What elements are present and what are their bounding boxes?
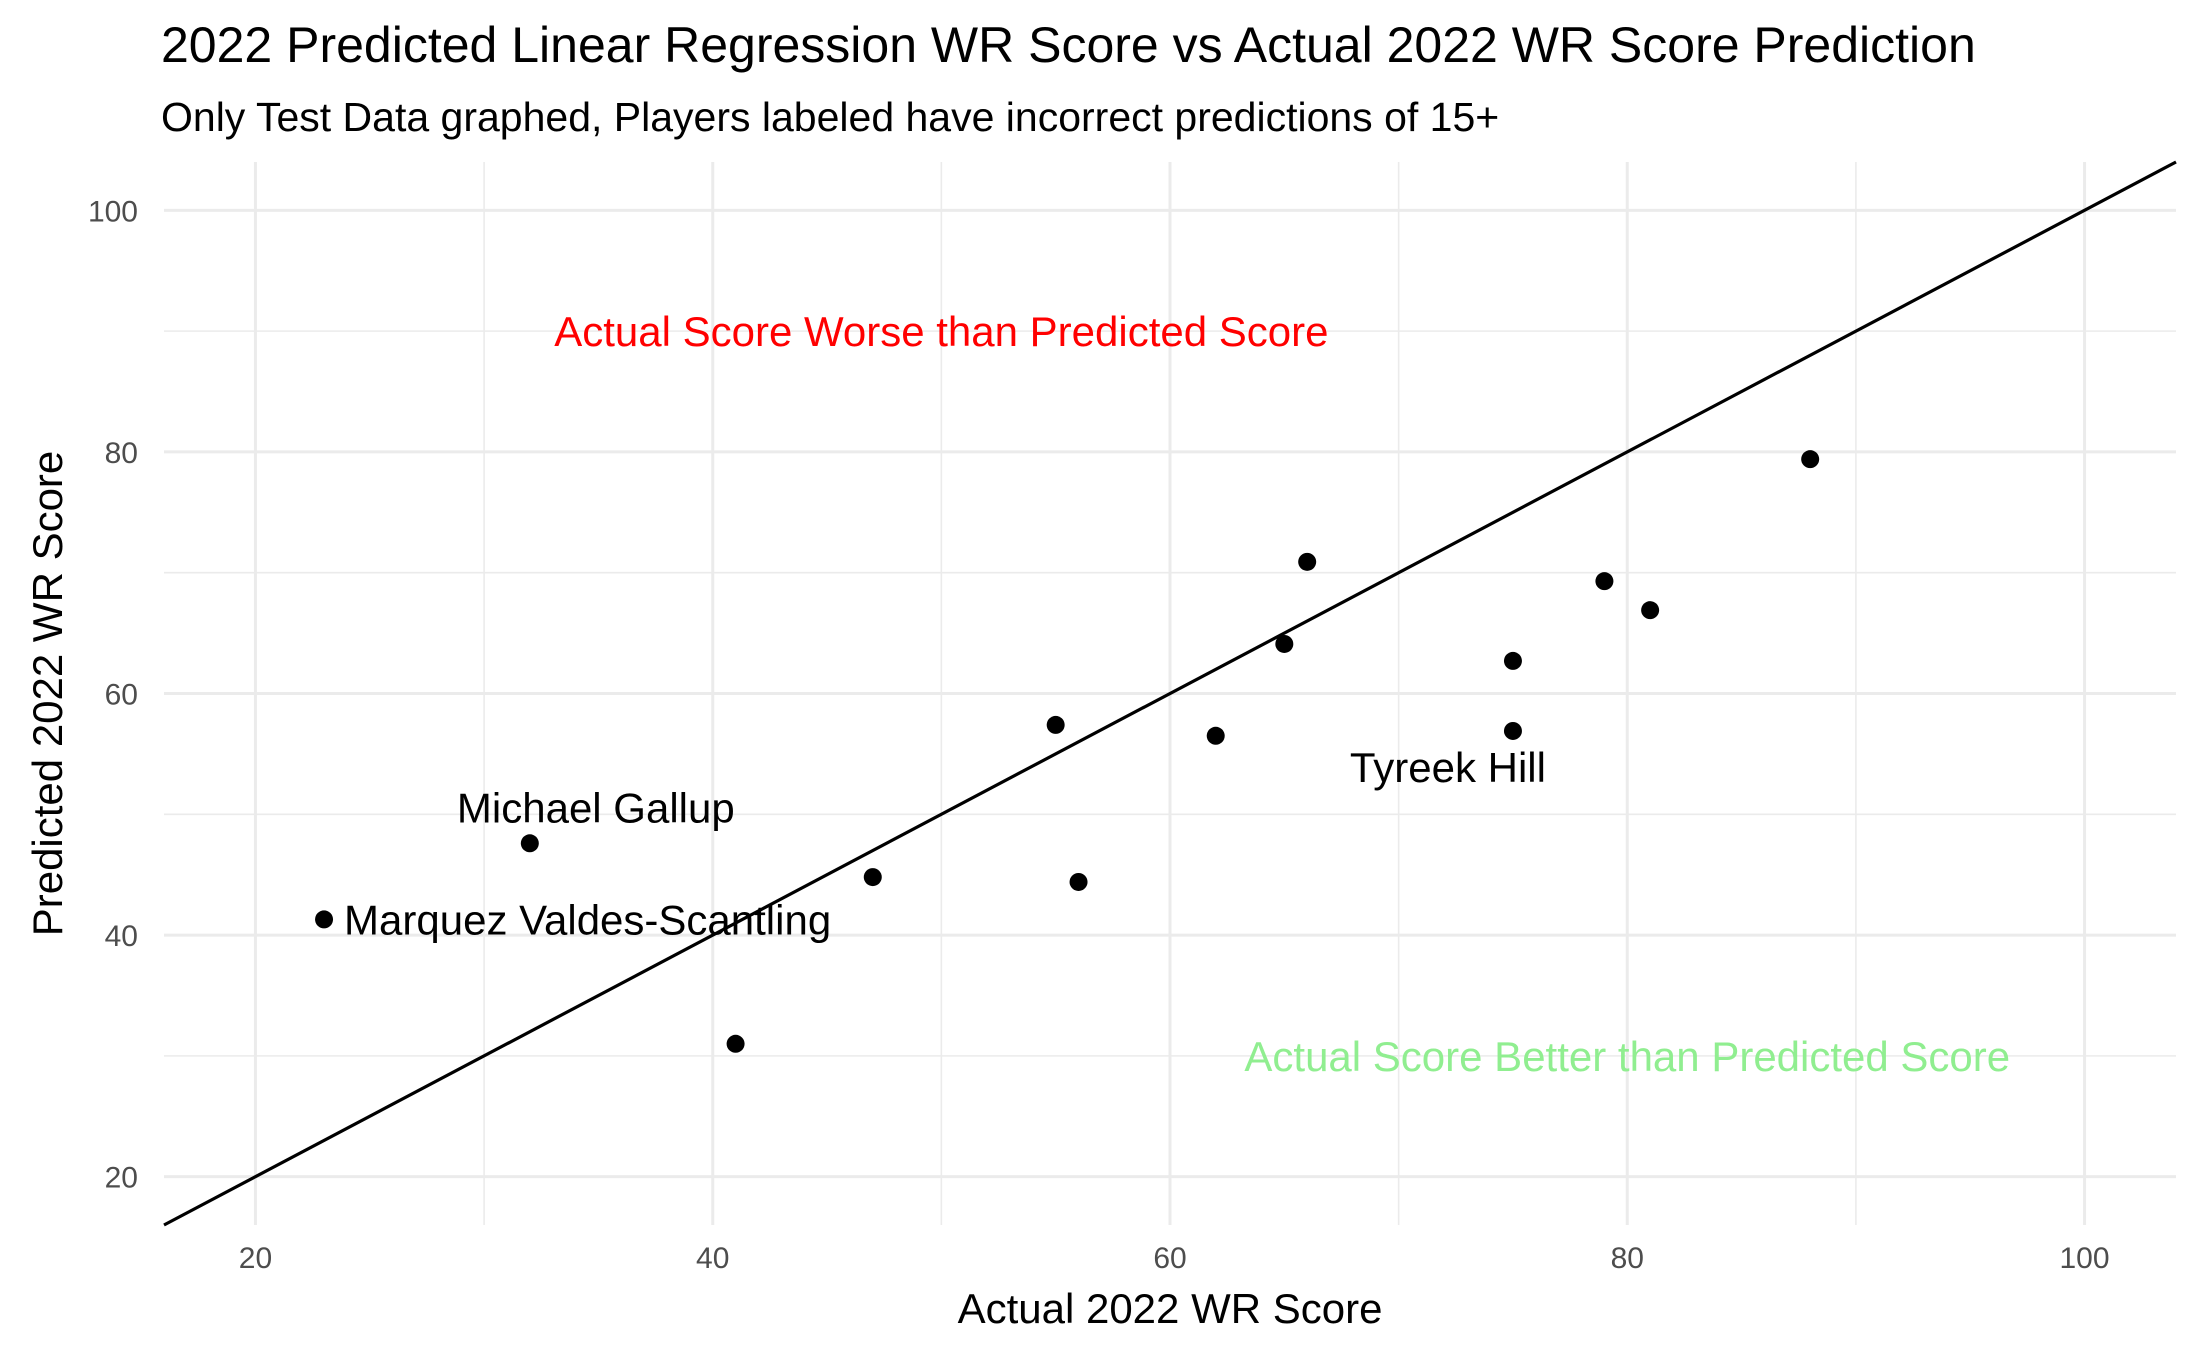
data-point <box>1801 450 1820 469</box>
data-point <box>863 868 882 887</box>
data-point <box>315 910 334 929</box>
x-tick-label: 60 <box>1153 1242 1186 1275</box>
x-tick-label: 20 <box>239 1242 272 1275</box>
major-gridlines <box>164 162 2176 1225</box>
x-tick-label: 80 <box>1611 1242 1644 1275</box>
data-point <box>1641 601 1660 620</box>
point-label-michael-gallup: Michael Gallup <box>457 784 735 831</box>
annotation-worse: Actual Score Worse than Predicted Score <box>554 308 1328 355</box>
x-tick-label: 40 <box>696 1242 729 1275</box>
point-label-tyreek-hill: Tyreek Hill <box>1350 744 1546 791</box>
data-point <box>1275 634 1294 653</box>
data-point <box>1503 721 1522 740</box>
annotation-better: Actual Score Better than Predicted Score <box>1244 1033 2010 1080</box>
data-point <box>1046 715 1065 734</box>
y-tick-label: 80 <box>105 437 138 470</box>
data-point <box>520 834 539 853</box>
y-tick-label: 60 <box>105 679 138 712</box>
reference-line <box>163 160 2177 1227</box>
chart-subtitle: Only Test Data graphed, Players labeled … <box>161 94 1499 140</box>
y-tick-label: 100 <box>88 195 138 228</box>
data-point <box>1206 726 1225 745</box>
chart-title: 2022 Predicted Linear Regression WR Scor… <box>161 17 1976 73</box>
y-tick-label: 40 <box>105 920 138 953</box>
data-points <box>315 450 1820 1053</box>
y-axis-title: Predicted 2022 WR Score <box>24 451 71 937</box>
data-point <box>1069 872 1088 891</box>
data-point <box>726 1034 745 1053</box>
x-tick-label: 100 <box>2060 1242 2110 1275</box>
data-point <box>1298 552 1317 571</box>
y-tick-label: 20 <box>105 1162 138 1195</box>
data-point <box>1503 651 1522 670</box>
point-label-marquez-valdes-scantling: Marquez Valdes-Scantling <box>344 896 831 943</box>
x-axis-title: Actual 2022 WR Score <box>958 1285 1383 1332</box>
data-point <box>1595 572 1614 591</box>
